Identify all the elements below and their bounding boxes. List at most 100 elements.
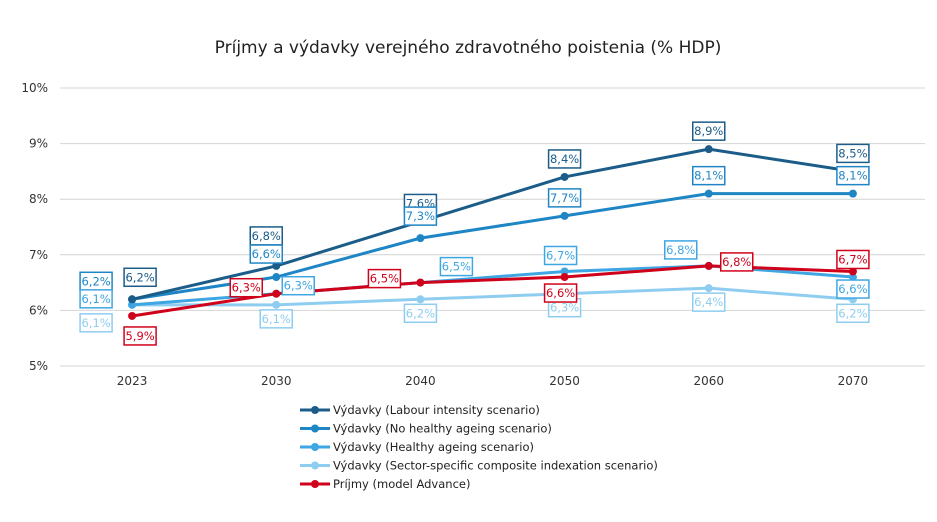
- data-label: 6,4%: [694, 295, 723, 309]
- data-label: 5,9%: [125, 329, 154, 343]
- data-label: 6,6%: [546, 286, 575, 300]
- data-label-box: [692, 165, 726, 186]
- series-line: [132, 286, 854, 307]
- data-label: 8,5%: [838, 146, 867, 160]
- legend-label: Výdavky (No healthy ageing scenario): [333, 422, 552, 436]
- data-label-box: [403, 303, 438, 324]
- legend-label: Príjmy (model Advance): [333, 477, 470, 491]
- data-point: [848, 267, 857, 276]
- data-label: 7,3%: [406, 209, 435, 223]
- chart-title: Príjmy a výdavky verejného zdravotného p…: [215, 38, 722, 58]
- data-label-box: [692, 292, 726, 312]
- data-label-box: [543, 245, 578, 266]
- data-label-box: [123, 267, 157, 288]
- x-tick-label: 2060: [693, 374, 724, 388]
- series-line: [131, 147, 854, 301]
- data-label: 6,8%: [666, 243, 695, 257]
- data-point: [128, 300, 137, 309]
- x-tick-label: 2040: [405, 374, 436, 388]
- data-label-box: [543, 283, 578, 303]
- x-tick-label: 2030: [261, 374, 292, 388]
- data-label: 6,3%: [284, 279, 313, 293]
- data-point: [416, 295, 425, 304]
- data-label-box: [249, 244, 283, 264]
- data-label: 6,3%: [232, 281, 261, 295]
- y-tick-label: 7%: [29, 248, 48, 262]
- data-label: 6,1%: [262, 312, 291, 326]
- y-tick-label: 10%: [21, 81, 48, 95]
- data-point: [848, 189, 857, 198]
- data-label-box: [403, 206, 438, 226]
- x-tick-label: 2023: [117, 374, 148, 388]
- data-label: 6,2%: [81, 274, 110, 288]
- data-point: [560, 172, 569, 181]
- data-point: [416, 278, 425, 287]
- data-point: [704, 189, 713, 198]
- data-label-box: [836, 165, 870, 186]
- y-tick-label: 5%: [29, 359, 48, 373]
- data-label: 6,6%: [838, 282, 867, 296]
- data-point: [128, 295, 137, 304]
- data-label-box: [547, 149, 582, 169]
- y-tick-label: 8%: [29, 192, 48, 206]
- data-point: [272, 261, 281, 270]
- data-point: [128, 311, 137, 320]
- x-tick-label: 2070: [838, 374, 869, 388]
- legend-marker: [311, 461, 319, 470]
- data-label: 6,2%: [125, 270, 154, 284]
- data-label-box: [692, 121, 726, 141]
- data-label: 6,8%: [252, 229, 281, 243]
- x-tick-label: 2050: [549, 374, 580, 388]
- data-label-box: [79, 313, 113, 333]
- data-label: 6,8%: [722, 255, 751, 269]
- legend-marker: [311, 424, 319, 433]
- data-label: 6,1%: [81, 316, 110, 330]
- data-label-box: [836, 249, 870, 270]
- data-label: 6,5%: [370, 272, 399, 286]
- data-point: [848, 273, 857, 282]
- legend-marker: [311, 480, 319, 488]
- y-tick-label: 6%: [29, 303, 48, 317]
- data-label-box: [836, 303, 870, 324]
- data-label-box: [79, 289, 113, 309]
- data-point: [272, 273, 281, 282]
- data-label-box: [836, 279, 870, 299]
- data-label-box: [664, 240, 698, 260]
- data-point: [560, 273, 569, 282]
- data-label-box: [547, 188, 582, 208]
- y-tick-label: 9%: [29, 137, 48, 151]
- data-point: [560, 267, 569, 276]
- data-label-box: [439, 256, 474, 277]
- legend-label: Výdavky (Sector-specific composite index…: [333, 459, 658, 473]
- data-point: [704, 261, 713, 270]
- data-label: 8,1%: [838, 169, 867, 183]
- data-label: 6,2%: [838, 306, 867, 320]
- data-label: 8,9%: [694, 124, 723, 138]
- legend-marker: [311, 443, 319, 451]
- data-label: 6,2%: [406, 306, 435, 320]
- data-point: [704, 284, 713, 293]
- legend-marker: [311, 406, 319, 414]
- data-label-box: [836, 143, 870, 164]
- data-label: 6,7%: [838, 252, 867, 266]
- data-label: 6,5%: [442, 260, 471, 274]
- data-label-box: [367, 268, 402, 289]
- data-label: 6,6%: [252, 247, 281, 261]
- data-point: [704, 145, 713, 154]
- data-label: 8,1%: [694, 169, 723, 183]
- data-label-box: [720, 252, 754, 272]
- data-point: [272, 289, 281, 298]
- data-label: 6,1%: [81, 292, 110, 306]
- data-label-box: [259, 309, 293, 329]
- data-point: [560, 211, 569, 220]
- data-label: 6,7%: [546, 248, 575, 262]
- data-label-box: [281, 275, 315, 296]
- data-label-box: [229, 277, 263, 298]
- data-label: 6,3%: [550, 301, 579, 315]
- legend-label: Výdavky (Healthy ageing scenario): [333, 440, 534, 454]
- data-point: [416, 234, 425, 243]
- data-point: [272, 300, 281, 309]
- data-label: 8,4%: [550, 152, 579, 166]
